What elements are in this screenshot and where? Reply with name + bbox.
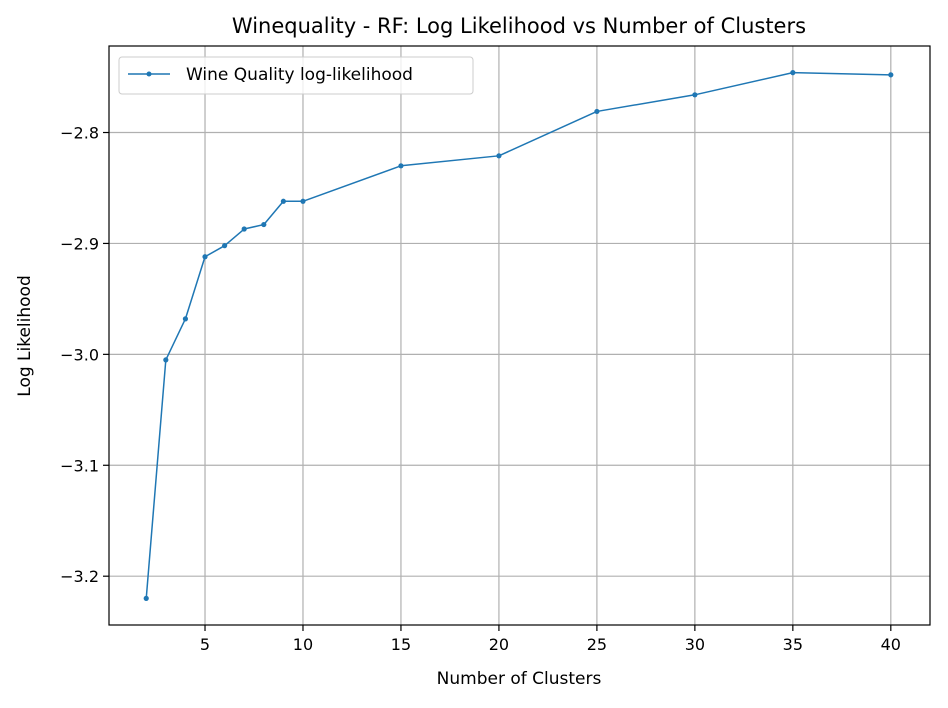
- grid: [109, 46, 930, 625]
- data-point: [143, 595, 149, 601]
- chart-title: Winequality - RF: Log Likelihood vs Numb…: [232, 14, 806, 38]
- data-point: [182, 316, 189, 322]
- data-point: [692, 92, 698, 98]
- data-point: [398, 163, 404, 169]
- data-point: [202, 254, 208, 260]
- data-point: [888, 72, 894, 78]
- plot-area-frame: [108, 45, 931, 626]
- y-tick-label: −3.0: [60, 345, 99, 364]
- y-tick-label: −2.9: [60, 234, 99, 253]
- y-axis-label: Log Likelihood: [15, 275, 35, 396]
- x-tick-label: 20: [489, 635, 509, 654]
- x-axis-label: Number of Clusters: [437, 669, 602, 689]
- data-point: [300, 198, 306, 204]
- x-tick-label: 10: [293, 635, 313, 654]
- y-axis-ticks: −3.2 −3.1 −3.0 −2.9 −2.8: [60, 124, 109, 586]
- data-point: [790, 70, 796, 76]
- data-point: [280, 198, 286, 204]
- series-layer: [143, 70, 894, 601]
- x-tick-label: 35: [783, 635, 803, 654]
- x-tick-label: 40: [881, 635, 901, 654]
- legend: Wine Quality log-likelihood: [118, 56, 474, 95]
- x-tick-label: 30: [685, 635, 705, 654]
- data-point: [241, 226, 247, 232]
- data-point: [222, 243, 228, 249]
- y-tick-label: −3.1: [60, 456, 99, 475]
- legend-label: Wine Quality log-likelihood: [186, 65, 413, 85]
- data-point: [261, 221, 267, 228]
- x-axis-ticks: 5 10 15 20 25 30 35 40: [200, 625, 901, 654]
- x-tick-label: 25: [587, 635, 607, 654]
- data-point: [496, 153, 502, 159]
- data-point: [163, 357, 169, 363]
- data-point: [594, 108, 600, 115]
- x-tick-label: 15: [391, 635, 411, 654]
- legend-box: [118, 56, 474, 95]
- y-tick-label: −3.2: [60, 567, 99, 586]
- y-tick-label: −2.8: [60, 124, 99, 143]
- legend-point-marker: [146, 71, 152, 77]
- x-tick-label: 5: [200, 635, 210, 654]
